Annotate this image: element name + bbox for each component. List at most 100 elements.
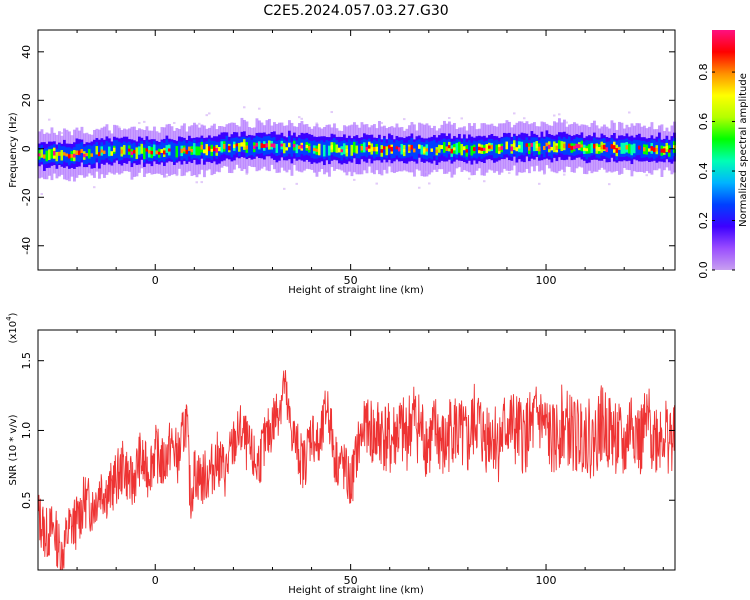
heatmap-cell xyxy=(335,144,339,153)
heatmap-cell xyxy=(135,147,139,159)
heatmap-cell xyxy=(410,144,414,150)
heatmap-cell xyxy=(465,149,469,153)
heatmap-cell xyxy=(40,149,44,158)
heatmap-cell xyxy=(283,187,286,190)
heatmap-cell xyxy=(375,146,379,152)
heatmap-cell xyxy=(455,142,459,155)
heatmap-cell xyxy=(255,142,259,147)
heatmap-cell xyxy=(233,144,236,149)
heatmap-cell xyxy=(38,153,41,157)
heatmap-cell xyxy=(473,147,476,152)
heatmap-cell xyxy=(260,143,264,148)
heatmap-cell xyxy=(635,139,639,156)
spectrogram-ticks: 0 50 100 -40 -20 0 20 40 xyxy=(20,30,675,287)
heatmap-cell xyxy=(183,147,186,152)
heatmap-cell xyxy=(365,146,369,151)
heatmap-cell xyxy=(375,182,378,185)
heatmap-cell xyxy=(563,173,566,176)
heatmap-cell xyxy=(293,144,296,148)
colorbar-ticks: 0.0 0.2 0.4 0.6 0.8 xyxy=(697,63,735,279)
heatmap-cell xyxy=(388,144,391,149)
spectrogram-x-label: Height of straight line (km) xyxy=(288,285,424,296)
heatmap-cell xyxy=(543,172,546,175)
heatmap-cell xyxy=(523,117,526,120)
heatmap-cell xyxy=(538,182,541,185)
heatmap-cell xyxy=(88,149,91,159)
heatmap-cell xyxy=(448,145,451,149)
heatmap-cell xyxy=(608,141,611,159)
snr-y-tick-label: 0.5 xyxy=(20,491,33,509)
heatmap-cell xyxy=(50,148,54,159)
heatmap-cell xyxy=(493,140,496,159)
colorbar-gradient xyxy=(712,30,735,270)
heatmap-cell xyxy=(168,148,171,152)
heatmap-cell xyxy=(148,149,151,154)
heatmap-cell xyxy=(625,145,629,150)
heatmap-cell xyxy=(245,172,248,175)
heatmap-cell xyxy=(318,143,321,156)
heatmap-cell xyxy=(380,149,384,153)
snr-x-tick-label: 0 xyxy=(152,574,159,587)
snr-x-label: Height of straight line (km) xyxy=(288,585,424,596)
heatmap-cell xyxy=(460,144,464,156)
snr-ticks: 0 50 100 0.5 1.0 1.5 xyxy=(20,330,675,587)
heatmap-cell xyxy=(553,141,556,153)
heatmap-cell xyxy=(623,142,626,154)
spectrogram-y-tick-label: -40 xyxy=(20,237,33,255)
heatmap-cell xyxy=(373,146,376,152)
heatmap-cell xyxy=(520,141,524,153)
heatmap-cell xyxy=(665,145,669,150)
heatmap-cell xyxy=(60,132,63,135)
heatmap-cell xyxy=(518,145,521,149)
heatmap-cell xyxy=(640,140,644,158)
heatmap-cell xyxy=(423,148,426,153)
heatmap-cell xyxy=(633,143,636,154)
heatmap-cell xyxy=(598,147,601,152)
heatmap-cell xyxy=(248,137,251,156)
heatmap-cell xyxy=(173,143,176,162)
heatmap-cell xyxy=(245,145,249,150)
heatmap-cell xyxy=(125,142,129,158)
heatmap-cell xyxy=(298,116,301,119)
heatmap-cell xyxy=(508,137,511,156)
heatmap-cell xyxy=(538,146,541,152)
heatmap-cell xyxy=(560,141,564,152)
heatmap-cell xyxy=(198,146,201,156)
heatmap-cell xyxy=(643,147,646,152)
colorbar-tick-label: 0.8 xyxy=(697,63,710,81)
spectrogram-frame xyxy=(37,29,676,271)
heatmap-cell xyxy=(300,117,303,120)
heatmap-cell xyxy=(443,142,446,153)
heatmap-cell xyxy=(308,146,311,150)
heatmap-cell xyxy=(315,122,318,125)
svg-text:(x104): (x104) xyxy=(5,312,19,343)
heatmap-cell xyxy=(578,144,581,149)
heatmap-cell xyxy=(90,153,94,157)
heatmap-cell xyxy=(95,146,99,155)
heatmap-cell xyxy=(45,150,49,162)
heatmap-cell xyxy=(275,143,279,153)
heatmap-cell xyxy=(295,182,298,185)
heatmap-cell xyxy=(425,148,429,152)
heatmap-cell xyxy=(460,117,463,120)
heatmap-cell xyxy=(68,178,71,181)
spectrogram-panel: 0 50 100 -40 -20 0 20 40 Height of straight lin… xyxy=(8,29,676,296)
heatmap-cell xyxy=(210,148,214,152)
heatmap-cell xyxy=(655,147,659,152)
heatmap-cell xyxy=(43,154,46,159)
heatmap-cell xyxy=(93,144,96,164)
heatmap-cell xyxy=(128,148,131,152)
heatmap-cell xyxy=(368,145,371,149)
heatmap-cell xyxy=(155,150,159,155)
heatmap-cell xyxy=(323,144,326,157)
heatmap-cell xyxy=(298,145,301,150)
heatmap-cell xyxy=(513,143,516,148)
heatmap-cell xyxy=(243,106,246,109)
colorbar-tick-label: 0.0 xyxy=(697,261,710,279)
heatmap-cell xyxy=(515,147,519,152)
heatmap-cell xyxy=(328,145,331,156)
spectrogram-x-tick-label: 50 xyxy=(344,274,358,287)
heatmap-cell xyxy=(163,150,166,155)
heatmap-cell xyxy=(178,141,181,157)
snr-x-tick-label: 50 xyxy=(344,574,358,587)
